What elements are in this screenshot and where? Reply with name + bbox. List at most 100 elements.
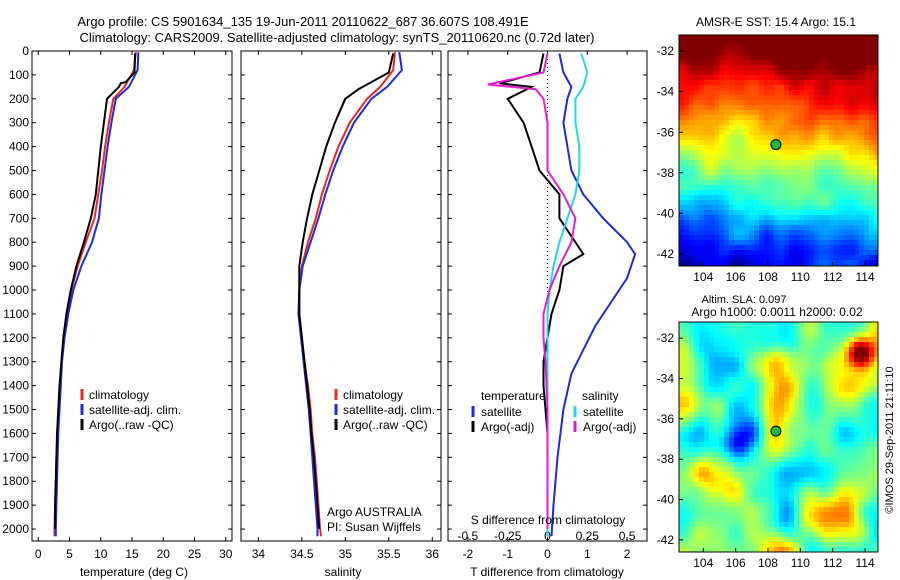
heatmap-cell bbox=[789, 337, 795, 343]
heatmap-cell bbox=[764, 432, 770, 438]
heatmap-cell bbox=[679, 100, 685, 106]
heatmap-cell bbox=[869, 105, 875, 111]
heatmap-cell bbox=[834, 332, 840, 338]
heatmap-cell bbox=[684, 487, 690, 493]
heatmap-cell bbox=[794, 75, 800, 81]
heatmap-cell bbox=[849, 377, 855, 383]
heatmap-cell bbox=[774, 492, 780, 498]
heatmap-cell bbox=[679, 522, 685, 528]
heatmap-cell bbox=[789, 427, 795, 433]
heatmap-cell bbox=[764, 140, 770, 146]
heatmap-cell bbox=[714, 407, 720, 413]
heatmap-cell bbox=[734, 40, 740, 46]
heatmap-cell bbox=[679, 422, 685, 428]
heatmap-cell bbox=[719, 377, 725, 383]
heatmap-cell bbox=[789, 40, 795, 46]
heatmap-cell bbox=[809, 392, 815, 398]
heatmap-cell bbox=[699, 135, 705, 141]
heatmap-cell bbox=[819, 200, 825, 206]
heatmap-cell bbox=[839, 327, 845, 333]
heatmap-cell bbox=[684, 40, 690, 46]
heatmap-cell bbox=[814, 397, 820, 403]
heatmap-cell bbox=[709, 195, 715, 201]
heatmap-cell bbox=[839, 135, 845, 141]
heatmap-cell bbox=[809, 200, 815, 206]
heatmap-cell bbox=[684, 215, 690, 221]
heatmap-cell bbox=[789, 487, 795, 493]
heatmap-cell bbox=[789, 105, 795, 111]
heatmap-cell bbox=[734, 60, 740, 66]
heatmap-cell bbox=[819, 110, 825, 116]
heatmap-cell bbox=[749, 160, 755, 166]
heatmap-cell bbox=[784, 342, 790, 348]
heatmap-cell bbox=[779, 245, 785, 251]
heatmap-cell bbox=[699, 352, 705, 358]
heatmap-cell bbox=[804, 215, 810, 221]
heatmap-cell bbox=[719, 55, 725, 61]
heatmap-cell bbox=[854, 180, 860, 186]
heatmap-cell bbox=[819, 55, 825, 61]
heatmap-cell bbox=[714, 417, 720, 423]
heatmap-cell bbox=[804, 225, 810, 231]
heatmap-cell bbox=[849, 90, 855, 96]
heatmap-cell bbox=[719, 392, 725, 398]
heatmap-cell bbox=[679, 145, 685, 151]
heatmap-cell bbox=[839, 75, 845, 81]
heatmap-cell bbox=[749, 347, 755, 353]
heatmap-cell bbox=[724, 412, 730, 418]
heatmap-cell bbox=[709, 115, 715, 121]
heatmap-cell bbox=[864, 342, 870, 348]
heatmap-cell bbox=[789, 382, 795, 388]
heatmap-cell bbox=[794, 175, 800, 181]
heatmap-cell bbox=[714, 215, 720, 221]
heatmap-cell bbox=[749, 45, 755, 51]
heatmap-cell bbox=[834, 255, 840, 261]
heatmap-cell bbox=[739, 432, 745, 438]
heatmap-cell bbox=[694, 507, 700, 513]
heatmap-cell bbox=[724, 437, 730, 443]
heatmap-cell bbox=[744, 407, 750, 413]
heatmap-cell bbox=[819, 472, 825, 478]
heatmap-cell bbox=[709, 65, 715, 71]
heatmap-cell bbox=[714, 35, 720, 41]
heatmap-cell bbox=[774, 502, 780, 508]
heatmap-cell bbox=[734, 362, 740, 368]
heatmap-cell bbox=[859, 377, 865, 383]
heatmap-cell bbox=[769, 477, 775, 483]
heatmap-cell bbox=[809, 472, 815, 478]
heatmap-cell bbox=[734, 175, 740, 181]
heatmap-cell bbox=[714, 482, 720, 488]
heatmap-cell bbox=[794, 200, 800, 206]
heatmap-cell bbox=[849, 542, 855, 548]
heatmap-cell bbox=[804, 507, 810, 513]
heatmap-cell bbox=[699, 512, 705, 518]
heatmap-cell bbox=[779, 512, 785, 518]
heatmap-cell bbox=[789, 437, 795, 443]
heatmap-cell bbox=[874, 342, 879, 348]
heatmap-cell bbox=[774, 225, 780, 231]
heatmap-cell bbox=[859, 130, 865, 136]
heatmap-cell bbox=[719, 195, 725, 201]
heatmap-cell bbox=[754, 70, 760, 76]
heatmap-cell bbox=[819, 397, 825, 403]
heatmap-cell bbox=[749, 35, 755, 41]
heatmap-cell bbox=[744, 372, 750, 378]
heatmap-cell bbox=[839, 442, 845, 448]
heatmap-cell bbox=[734, 357, 740, 363]
heatmap-cell bbox=[744, 175, 750, 181]
heatmap-cell bbox=[844, 372, 850, 378]
heatmap-cell bbox=[799, 70, 805, 76]
heatmap-cell bbox=[824, 260, 830, 266]
heatmap-cell bbox=[844, 160, 850, 166]
heatmap-cell bbox=[794, 250, 800, 256]
heatmap-cell bbox=[794, 502, 800, 508]
y-tick-label: 0 bbox=[22, 44, 29, 58]
heatmap-cell bbox=[714, 110, 720, 116]
heatmap-cell bbox=[784, 50, 790, 56]
heatmap-cell bbox=[749, 245, 755, 251]
heatmap-cell bbox=[764, 60, 770, 66]
heatmap-cell bbox=[704, 225, 710, 231]
heatmap-cell bbox=[704, 170, 710, 176]
heatmap-cell bbox=[709, 70, 715, 76]
heatmap-cell bbox=[694, 407, 700, 413]
